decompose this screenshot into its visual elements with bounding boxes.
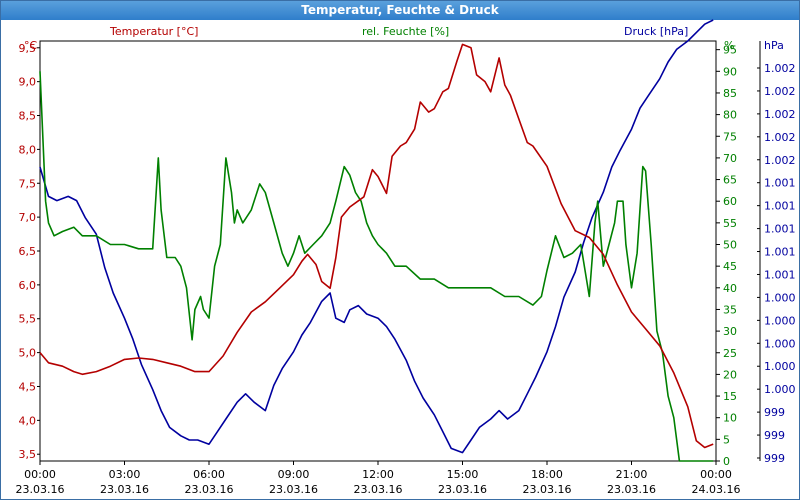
- y-tick-label-temperature: 4,0: [19, 414, 37, 427]
- y-tick-label-temperature: 5,0: [19, 347, 37, 360]
- y-tick-label-temperature: 9,5: [19, 42, 37, 55]
- window-title: Temperatur, Feuchte & Druck: [1, 1, 799, 20]
- y-tick-label-humidity: 95: [723, 44, 737, 57]
- y-tick-label-pressure: 1.001: [764, 177, 796, 190]
- y-tick-label-pressure: 999: [764, 452, 785, 465]
- y-tick-label-temperature: 6,0: [19, 279, 37, 292]
- y-tick-label-pressure: 1.001: [764, 268, 796, 281]
- y-tick-label-pressure: 1.001: [764, 246, 796, 259]
- y-tick-label-pressure: 1.000: [764, 337, 796, 350]
- y-tick-label-humidity: 80: [723, 109, 737, 122]
- y-tick-label-pressure: 1.002: [764, 131, 796, 144]
- y-tick-label-humidity: 15: [723, 390, 737, 403]
- x-tick-label-date: 23.03.16: [607, 483, 656, 496]
- y-tick-label-pressure: 1.000: [764, 383, 796, 396]
- x-tick-label-time: 15:00: [447, 468, 479, 481]
- y-axis-unit-humidity: %: [724, 39, 734, 52]
- series-line-temperature: [39, 43, 714, 449]
- y-tick-label-pressure: 1.000: [764, 360, 796, 373]
- y-tick-label-humidity: 45: [723, 260, 737, 273]
- x-tick-label-time: 18:00: [531, 468, 563, 481]
- y-tick-label-temperature: 8,5: [19, 110, 37, 123]
- y-tick-label-temperature: 7,0: [19, 211, 37, 224]
- y-tick-label-pressure: 1.002: [764, 108, 796, 121]
- x-tick-label-time: 09:00: [278, 468, 310, 481]
- y-tick-label-pressure: 1.002: [764, 85, 796, 98]
- x-tick-label-time: 06:00: [193, 468, 225, 481]
- y-tick-label-pressure: 999: [764, 406, 785, 419]
- x-tick-label-date: 23.03.16: [438, 483, 487, 496]
- plot-frame: [39, 40, 717, 462]
- x-tick-label-date: 23.03.16: [16, 483, 65, 496]
- y-tick-label-humidity: 25: [723, 347, 737, 360]
- y-tick-label-humidity: 50: [723, 239, 737, 252]
- y-tick-label-pressure: 1.000: [764, 314, 796, 327]
- y-tick-label-pressure: 999: [764, 429, 785, 442]
- series-label-humidity: rel. Feuchte [%]: [362, 25, 449, 38]
- y-tick-label-humidity: 30: [723, 325, 737, 338]
- y-tick-label-temperature: 4,5: [19, 380, 37, 393]
- y-tick-label-humidity: 90: [723, 65, 737, 78]
- x-tick-label-time: 12:00: [362, 468, 394, 481]
- y-tick-label-pressure: 1.002: [764, 62, 796, 75]
- y-tick-label-humidity: 5: [723, 433, 730, 446]
- y-tick-label-humidity: 65: [723, 174, 737, 187]
- y-tick-label-humidity: 35: [723, 303, 737, 316]
- series-line-pressure: [39, 19, 714, 454]
- y-tick-label-humidity: 55: [723, 217, 737, 230]
- y-tick-label-humidity: 40: [723, 282, 737, 295]
- y-tick-label-humidity: 10: [723, 412, 737, 425]
- x-tick-label-date: 23.03.16: [100, 483, 149, 496]
- x-tick-label-time: 00:00: [24, 468, 56, 481]
- y-tick-label-temperature: 3,5: [19, 448, 37, 461]
- series-label-pressure: Druck [hPa]: [624, 25, 688, 38]
- y-tick-label-humidity: 60: [723, 195, 737, 208]
- y-tick-label-temperature: 5,5: [19, 313, 37, 326]
- y-tick-label-humidity: 0: [723, 455, 730, 468]
- x-tick-label-date: 23.03.16: [185, 483, 234, 496]
- x-tick-label-time: 00:00: [700, 468, 732, 481]
- x-tick-label-time: 21:00: [616, 468, 648, 481]
- y-axis-unit-temperature: °C: [24, 39, 38, 52]
- y-tick-label-pressure: 1.000: [764, 291, 796, 304]
- y-tick-label-humidity: 85: [723, 87, 737, 100]
- x-tick-label-date: 23.03.16: [354, 483, 403, 496]
- y-tick-label-pressure: 1.001: [764, 200, 796, 213]
- series-line-humidity: [39, 71, 714, 462]
- y-tick-label-temperature: 9,0: [19, 76, 37, 89]
- x-tick-label-date: 24.03.16: [692, 483, 741, 496]
- x-tick-label-date: 23.03.16: [269, 483, 318, 496]
- y-tick-label-temperature: 8,0: [19, 143, 37, 156]
- y-tick-label-temperature: 7,5: [19, 177, 37, 190]
- y-tick-label-pressure: 1.002: [764, 154, 796, 167]
- series-label-temperature: Temperatur [°C]: [109, 25, 198, 38]
- y-tick-label-humidity: 70: [723, 152, 737, 165]
- y-tick-label-pressure: 1.001: [764, 223, 796, 236]
- y-tick-label-humidity: 75: [723, 130, 737, 143]
- y-tick-label-temperature: 6,5: [19, 245, 37, 258]
- x-tick-label-date: 23.03.16: [523, 483, 572, 496]
- y-tick-label-humidity: 20: [723, 368, 737, 381]
- x-tick-label-time: 03:00: [109, 468, 141, 481]
- y-axis-unit-pressure: hPa: [764, 39, 784, 52]
